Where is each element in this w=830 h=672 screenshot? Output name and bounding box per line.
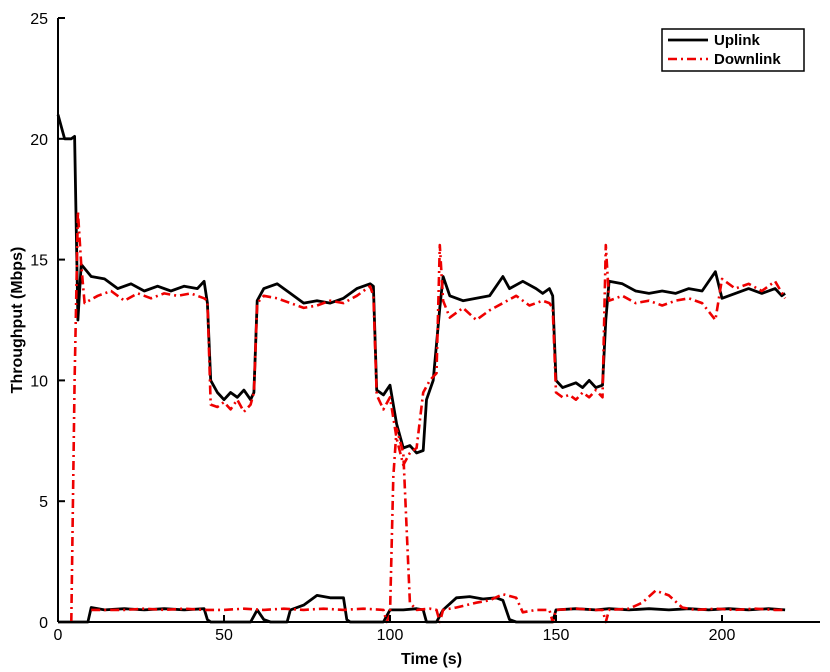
- y-tick-label: 15: [30, 253, 48, 270]
- series-line-uplink-1: [56, 114, 786, 455]
- y-tick-label: 20: [30, 132, 48, 149]
- plot-area: [56, 114, 787, 624]
- legend: Uplink Downlink: [661, 28, 805, 72]
- axes: 0 50 100 150 200 0 5 10 15 20 25 Time (s) Through…: [9, 11, 820, 668]
- series-line-downlink-1: [70, 210, 787, 623]
- y-ticks: 0 5 10 15 20 25: [30, 11, 65, 632]
- y-tick-label: 0: [39, 615, 48, 632]
- y-tick-label: 25: [30, 11, 48, 28]
- x-tick-label: 0: [54, 627, 63, 644]
- y-tick-label: 10: [30, 373, 48, 390]
- x-tick-label: 200: [709, 627, 736, 644]
- x-tick-label: 150: [543, 627, 570, 644]
- legend-label-downlink: Downlink: [714, 51, 781, 68]
- x-tick-label: 100: [377, 627, 404, 644]
- x-axis-label: Time (s): [401, 651, 462, 668]
- x-ticks: 0 50 100 150 200: [54, 615, 736, 644]
- x-tick-label: 50: [215, 627, 233, 644]
- y-tick-label: 5: [39, 494, 48, 511]
- legend-label-uplink: Uplink: [714, 32, 760, 49]
- series-line-downlink-2: [91, 427, 786, 624]
- y-axis-label: Throughput (Mbps): [9, 247, 26, 394]
- legend-box: [661, 28, 805, 72]
